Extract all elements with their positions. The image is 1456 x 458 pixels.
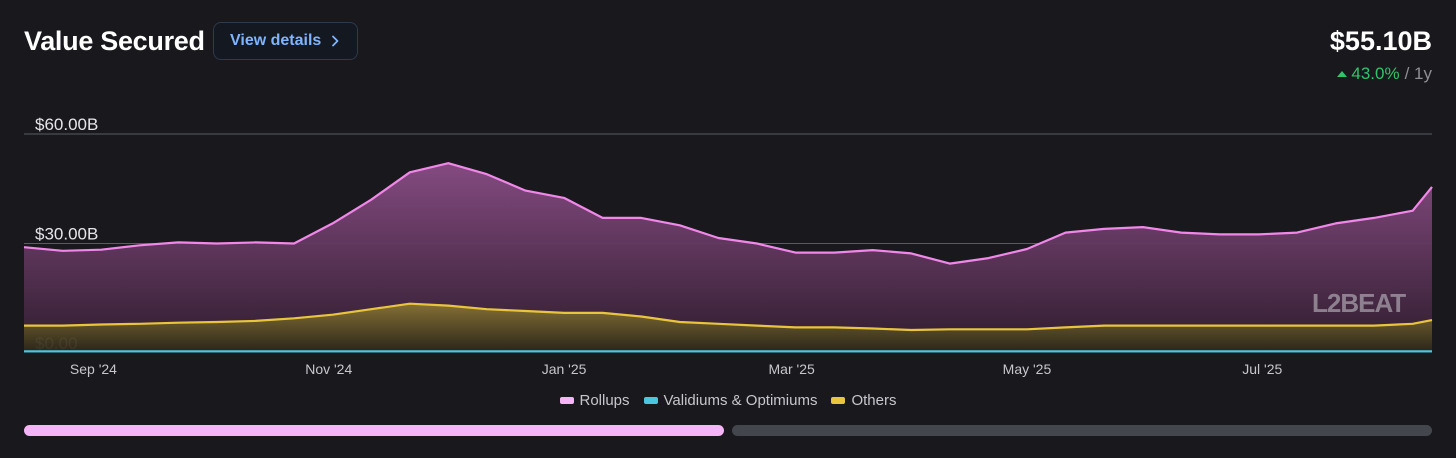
total-value: $55.10B — [1329, 26, 1432, 56]
view-details-label: View details — [230, 32, 322, 49]
x-tick-label: May '25 — [1003, 361, 1052, 377]
legend-item-others[interactable]: Others — [831, 392, 896, 409]
area-others — [24, 303, 1432, 352]
x-tick-label: Sep '24 — [70, 361, 117, 377]
legend-label-validiums: Validiums & Optimiums — [663, 392, 818, 409]
legend-label-rollups: Rollups — [579, 392, 630, 409]
x-tick-label: Mar '25 — [769, 361, 815, 377]
legend-label-others: Others — [851, 392, 897, 409]
legend-swatch-rollups — [559, 397, 574, 404]
range-selector-track[interactable] — [732, 425, 1432, 436]
x-tick-label: Nov '24 — [305, 361, 352, 377]
chart-legend: Rollups Validiums & Optimiums Others — [0, 392, 1456, 409]
chart-header: Value Secured View details $55.10B 43.0%… — [24, 22, 1432, 92]
range-selector-selected[interactable] — [24, 425, 724, 436]
legend-swatch-validiums — [643, 397, 658, 404]
line-rollups — [23, 162, 1433, 265]
change-summary: 43.0% / 1y — [1337, 64, 1432, 84]
y-tick-label: $30.00B — [35, 225, 98, 244]
y-tick-label: $60.00B — [35, 115, 98, 134]
legend-item-rollups[interactable]: Rollups — [559, 392, 630, 409]
l2beat-watermark: L2BEAT — [1312, 288, 1406, 318]
chart-title: Value Secured — [24, 26, 205, 56]
area-rollups — [24, 163, 1432, 330]
legend-swatch-others — [831, 397, 846, 404]
change-up: 43.0% — [1337, 64, 1400, 84]
change-period: / 1y — [1404, 64, 1432, 83]
change-percent: 43.0% — [1351, 64, 1400, 83]
chevron-right-icon — [332, 35, 339, 47]
legend-item-validiums[interactable]: Validiums & Optimiums — [643, 392, 818, 409]
x-tick-label: Jul '25 — [1242, 361, 1282, 377]
x-tick-label: Jan '25 — [542, 361, 587, 377]
arrow-up-icon — [1337, 71, 1348, 77]
view-details-button[interactable]: View details — [213, 22, 359, 60]
line-others — [24, 302, 1433, 332]
